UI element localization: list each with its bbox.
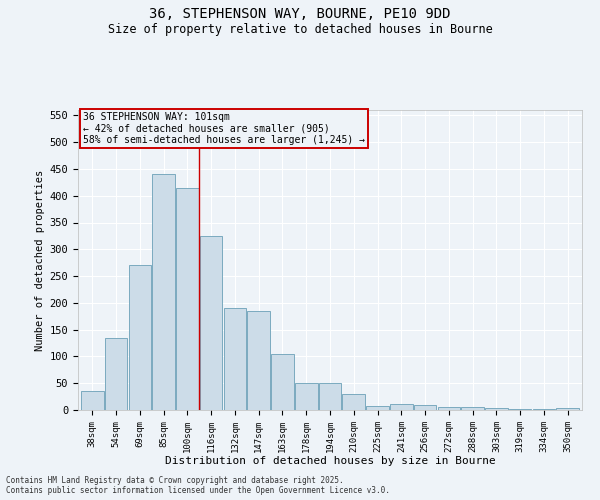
Bar [105,338,127,410]
Bar [247,311,270,410]
Bar [319,383,341,410]
Bar [176,188,199,410]
Bar [128,266,151,410]
Bar [366,406,389,410]
Bar [509,409,532,410]
Bar [485,408,508,410]
Bar [556,408,579,410]
Text: 36 STEPHENSON WAY: 101sqm
← 42% of detached houses are smaller (905)
58% of semi: 36 STEPHENSON WAY: 101sqm ← 42% of detac… [83,112,365,144]
Bar [437,408,460,410]
Text: 36, STEPHENSON WAY, BOURNE, PE10 9DD: 36, STEPHENSON WAY, BOURNE, PE10 9DD [149,8,451,22]
Bar [295,383,317,410]
Bar [271,354,294,410]
Bar [152,174,175,410]
Bar [461,408,484,410]
Bar [200,236,223,410]
Bar [533,409,555,410]
Text: Size of property relative to detached houses in Bourne: Size of property relative to detached ho… [107,22,493,36]
Bar [224,308,246,410]
X-axis label: Distribution of detached houses by size in Bourne: Distribution of detached houses by size … [164,456,496,466]
Bar [343,394,365,410]
Bar [390,404,413,410]
Y-axis label: Number of detached properties: Number of detached properties [35,170,46,350]
Bar [81,391,104,410]
Text: Contains HM Land Registry data © Crown copyright and database right 2025.
Contai: Contains HM Land Registry data © Crown c… [6,476,390,495]
Bar [414,404,436,410]
